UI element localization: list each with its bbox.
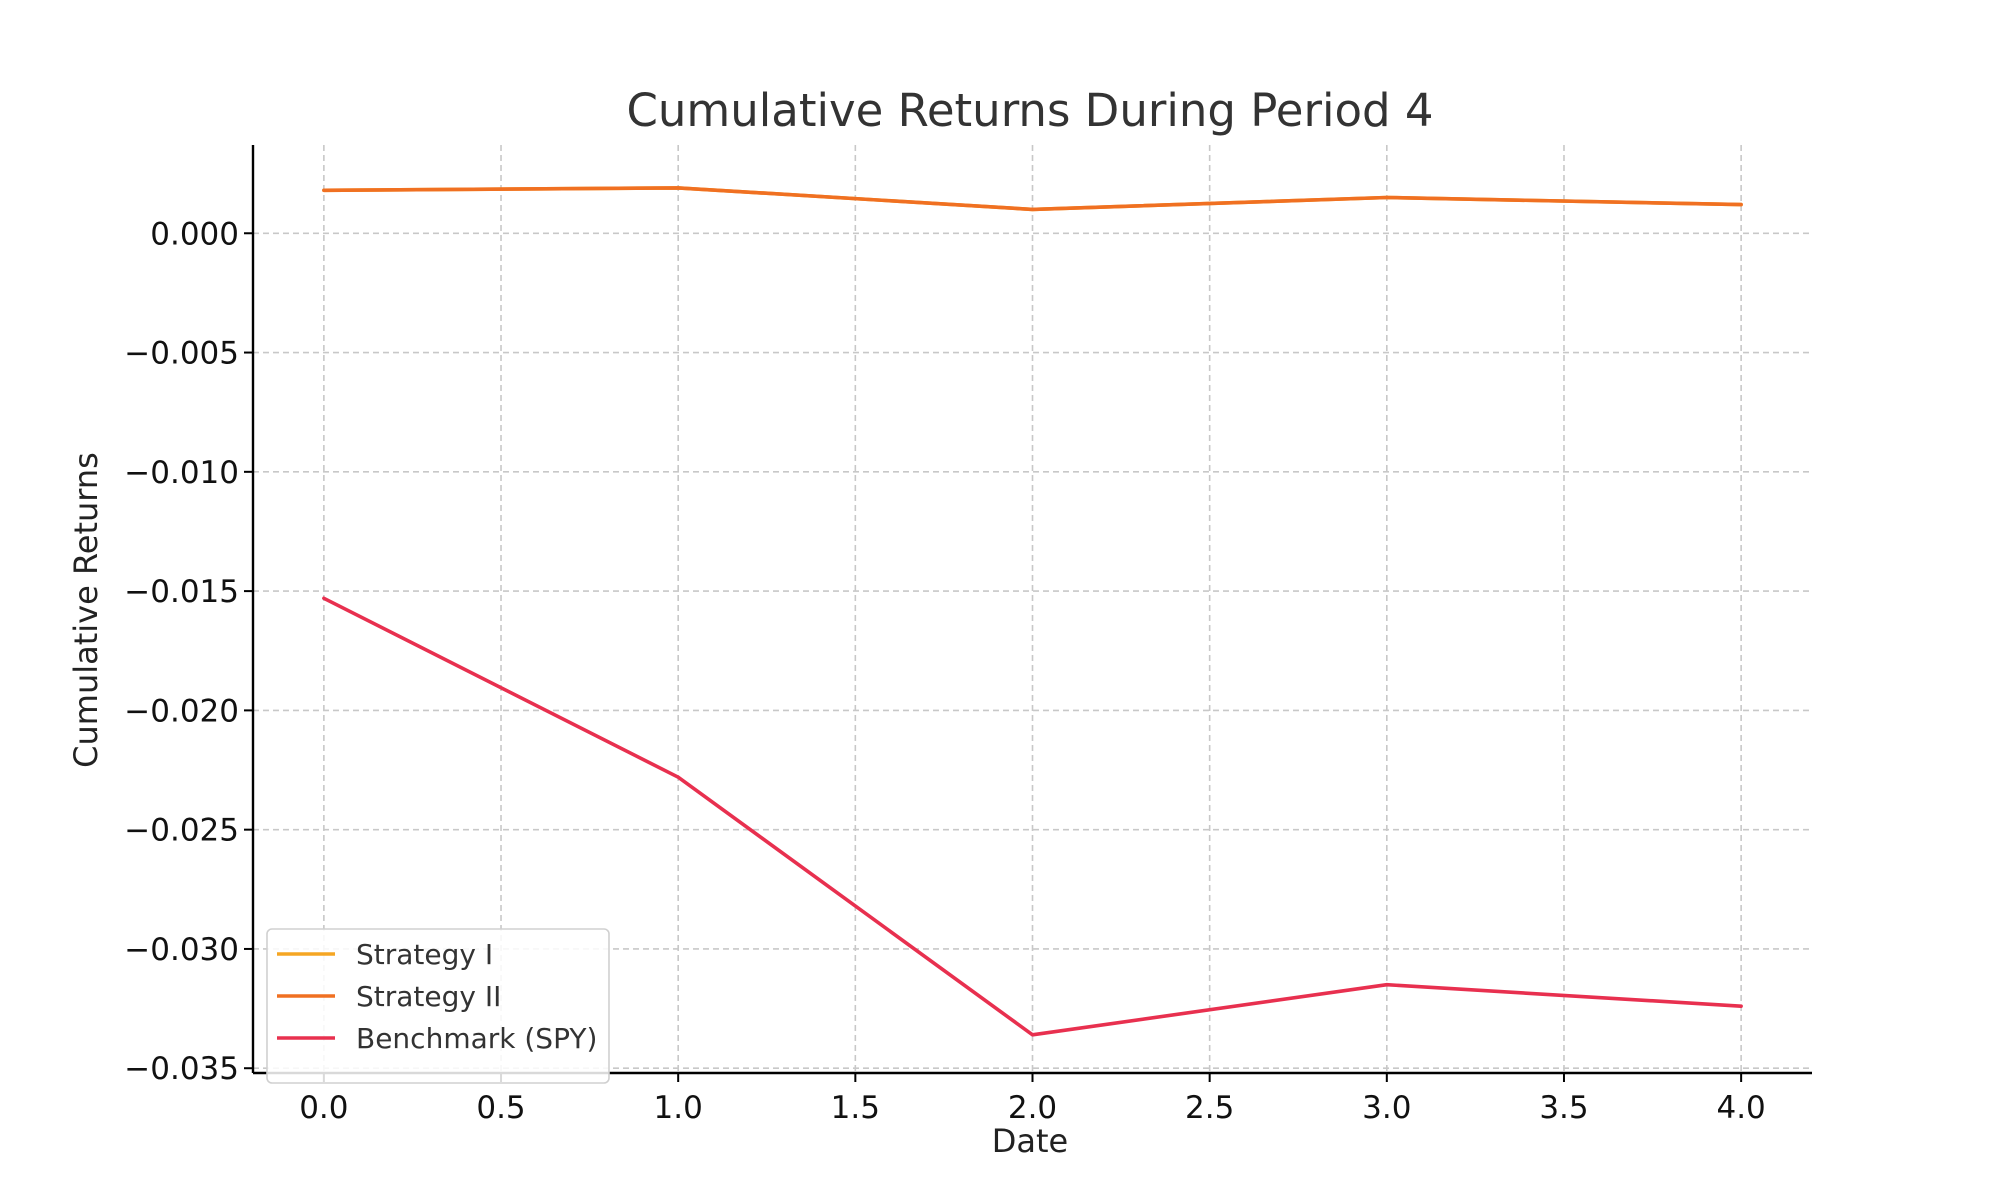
x-tick-label: 3.5	[1539, 1090, 1588, 1126]
x-tick-label: 2.0	[1008, 1090, 1057, 1126]
x-tick-label: 4.0	[1716, 1090, 1765, 1126]
series-line-2	[322, 596, 1743, 1037]
x-tick-label: 3.0	[1362, 1090, 1411, 1126]
series-layer	[322, 186, 1743, 1037]
legend-box	[266, 928, 610, 1084]
y-tick-label: −0.015	[124, 574, 239, 610]
y-tick-label: −0.010	[124, 455, 239, 491]
x-tick-label: 1.0	[654, 1090, 703, 1126]
grid-layer	[253, 145, 1812, 1073]
y-tick-label: −0.030	[124, 932, 239, 968]
x-axis-label: Date	[992, 1122, 1068, 1160]
legend-label: Strategy II	[356, 980, 501, 1013]
x-tick-label: 0.0	[299, 1090, 348, 1126]
y-tick-label: −0.025	[124, 813, 239, 849]
y-axis-label: Cumulative Returns	[67, 452, 105, 768]
legend-label: Strategy I	[356, 938, 493, 971]
series-line-1	[322, 186, 1743, 212]
y-tick-label: 0.000	[150, 216, 239, 252]
y-tick-label: −0.020	[124, 693, 239, 729]
y-tick-label: −0.035	[124, 1051, 239, 1087]
x-tick-label: 2.5	[1185, 1090, 1234, 1126]
x-tick-label: 0.5	[476, 1090, 525, 1126]
y-tick-label: −0.005	[124, 336, 239, 372]
chart-title: Cumulative Returns During Period 4	[626, 84, 1433, 137]
legend: Strategy I Strategy II Benchmark (SPY)	[266, 928, 610, 1084]
x-tick-label: 1.5	[831, 1090, 880, 1126]
legend-label: Benchmark (SPY)	[356, 1022, 597, 1055]
